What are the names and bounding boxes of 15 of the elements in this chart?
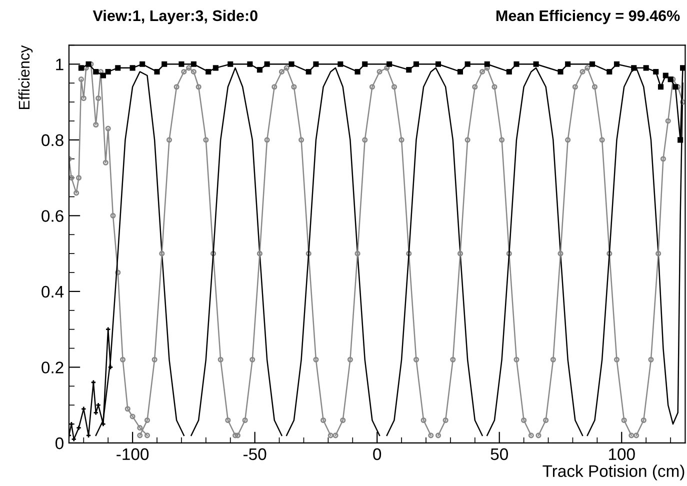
y-tick-label: 1 bbox=[56, 58, 64, 70]
x-tick-label: 0 bbox=[373, 448, 382, 460]
y-tick-label: 0.8 bbox=[42, 134, 64, 146]
y-tick-label: 0.6 bbox=[42, 210, 64, 222]
y-tick-label: 0.4 bbox=[42, 286, 64, 298]
y-axis-title: Efficiency bbox=[18, 45, 33, 110]
x-tick-label: -50 bbox=[244, 448, 266, 460]
x-tick-label: -100 bbox=[116, 448, 149, 460]
x-axis-title: Track Potision (cm) bbox=[542, 464, 684, 480]
chart-title: View:1, Layer:3, Side:0 bbox=[92, 10, 258, 24]
x-tick-label: 100 bbox=[609, 448, 635, 460]
x-tick-label: 50 bbox=[490, 448, 508, 460]
y-tick-label: 0.2 bbox=[42, 362, 64, 374]
chart-subtitle: Mean Efficiency = 99.46% bbox=[496, 10, 680, 24]
y-tick-label: 0 bbox=[55, 437, 64, 450]
